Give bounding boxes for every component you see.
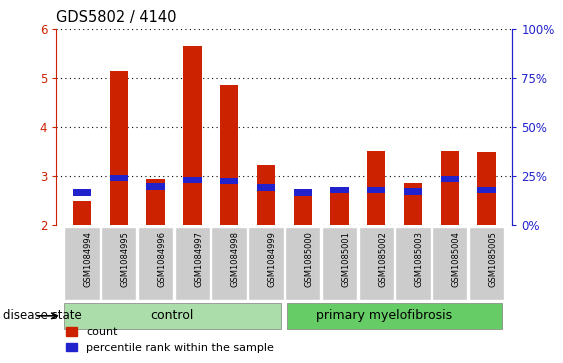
Text: GDS5802 / 4140: GDS5802 / 4140 xyxy=(56,10,177,25)
Bar xyxy=(73,189,91,196)
Text: control: control xyxy=(150,309,194,322)
Text: GSM1085000: GSM1085000 xyxy=(305,231,314,287)
Bar xyxy=(183,177,202,183)
Legend: count, percentile rank within the sample: count, percentile rank within the sample xyxy=(62,323,279,358)
FancyBboxPatch shape xyxy=(175,227,210,300)
FancyBboxPatch shape xyxy=(64,227,100,300)
FancyBboxPatch shape xyxy=(322,227,357,300)
Bar xyxy=(330,187,348,193)
FancyBboxPatch shape xyxy=(287,303,502,329)
Text: GSM1084998: GSM1084998 xyxy=(231,231,240,287)
FancyBboxPatch shape xyxy=(212,227,247,300)
Text: GSM1085003: GSM1085003 xyxy=(415,231,424,287)
Bar xyxy=(257,184,275,191)
FancyBboxPatch shape xyxy=(469,227,504,300)
Text: GSM1084999: GSM1084999 xyxy=(268,231,277,287)
Bar xyxy=(367,151,386,225)
Bar xyxy=(293,193,312,225)
Bar xyxy=(110,175,128,181)
Text: GSM1085004: GSM1085004 xyxy=(452,231,461,287)
Bar xyxy=(220,85,238,225)
FancyBboxPatch shape xyxy=(285,227,320,300)
Bar xyxy=(257,165,275,225)
FancyBboxPatch shape xyxy=(101,227,136,300)
Bar xyxy=(330,187,348,225)
Bar xyxy=(404,188,422,195)
Bar xyxy=(73,200,91,225)
Bar xyxy=(110,71,128,225)
Bar xyxy=(477,152,496,225)
Bar xyxy=(441,151,459,225)
Bar xyxy=(367,187,386,193)
Bar xyxy=(293,189,312,196)
Bar xyxy=(146,183,165,190)
Bar xyxy=(220,178,238,184)
Text: GSM1084995: GSM1084995 xyxy=(120,231,129,287)
Text: GSM1084997: GSM1084997 xyxy=(194,231,203,287)
Text: GSM1085002: GSM1085002 xyxy=(378,231,387,287)
Bar xyxy=(477,187,496,193)
Text: GSM1084996: GSM1084996 xyxy=(158,231,167,287)
FancyBboxPatch shape xyxy=(138,227,173,300)
FancyBboxPatch shape xyxy=(248,227,284,300)
Bar xyxy=(404,183,422,225)
Text: GSM1084994: GSM1084994 xyxy=(84,231,93,287)
Text: disease state: disease state xyxy=(3,309,82,322)
Bar xyxy=(183,46,202,225)
Bar xyxy=(146,179,165,225)
Text: GSM1085001: GSM1085001 xyxy=(341,231,350,287)
Text: primary myelofibrosis: primary myelofibrosis xyxy=(315,309,452,322)
FancyBboxPatch shape xyxy=(64,303,282,329)
FancyBboxPatch shape xyxy=(395,227,431,300)
FancyBboxPatch shape xyxy=(432,227,467,300)
Text: GSM1085005: GSM1085005 xyxy=(489,231,498,287)
FancyBboxPatch shape xyxy=(359,227,394,300)
Bar xyxy=(441,176,459,183)
